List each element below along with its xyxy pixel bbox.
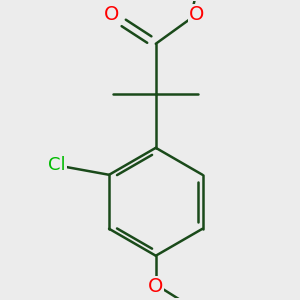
Text: O: O xyxy=(148,277,164,296)
Text: Cl: Cl xyxy=(48,156,66,174)
Text: O: O xyxy=(104,5,119,24)
Text: O: O xyxy=(189,5,204,24)
